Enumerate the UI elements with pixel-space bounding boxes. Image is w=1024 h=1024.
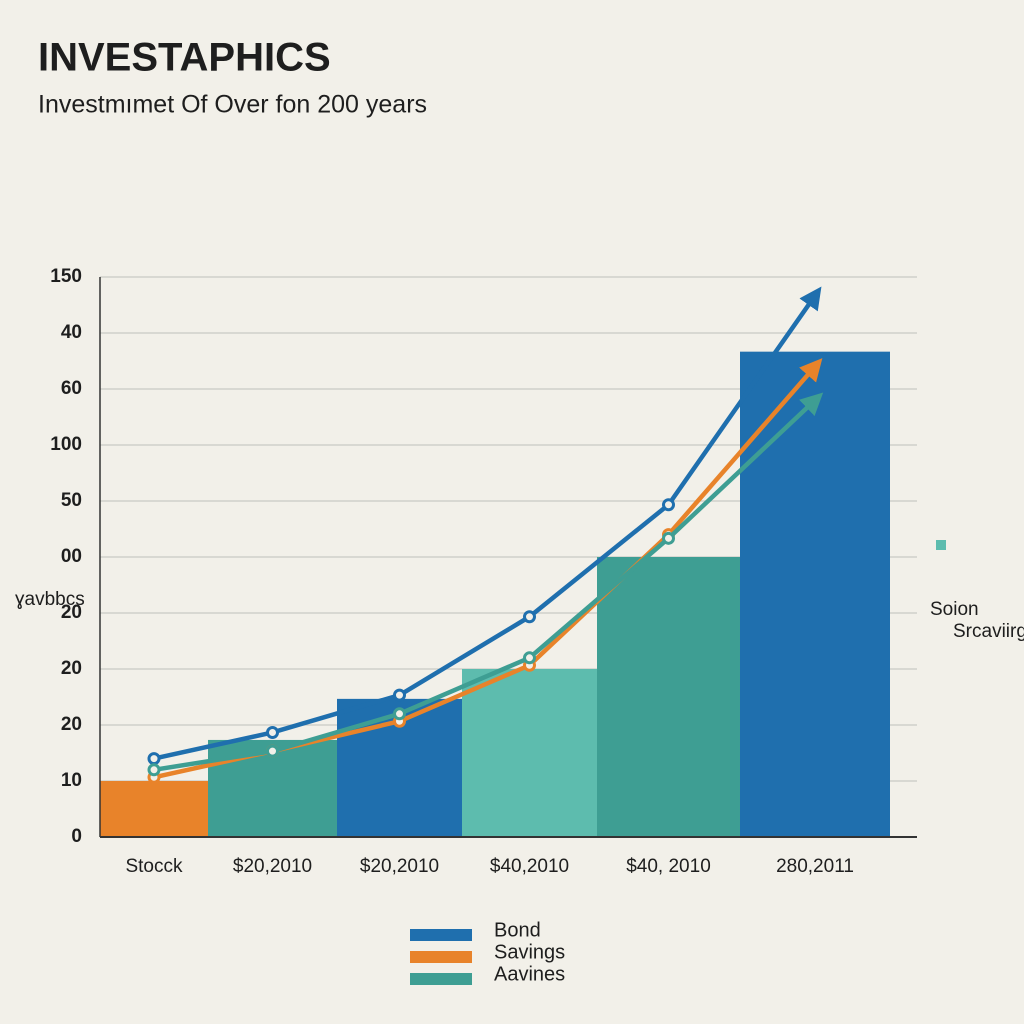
point xyxy=(266,725,279,739)
y-tick-label: 40 xyxy=(61,322,82,343)
series-line xyxy=(153,392,824,773)
point xyxy=(393,688,406,702)
annotation: Soion xyxy=(930,599,979,620)
point xyxy=(147,763,161,777)
legend-label: Aavines xyxy=(494,963,565,985)
point xyxy=(662,531,675,545)
y-axis-label: ɣavbbcs xyxy=(15,589,85,610)
annotation: Srcaviirg xyxy=(953,621,1024,642)
point xyxy=(147,752,161,766)
point xyxy=(266,744,279,758)
y-tick-label: 10 xyxy=(61,770,82,791)
x-tick-label: $20,2010 xyxy=(233,856,312,877)
y-tick-label: 60 xyxy=(61,378,82,399)
y-tick-label: 20 xyxy=(61,714,82,735)
x-tick-label: $40, 2010 xyxy=(626,856,711,877)
point xyxy=(662,498,675,512)
chart-title: INVESTAPHICS xyxy=(38,36,331,80)
y-tick-label: 150 xyxy=(50,266,82,287)
x-tick-label: Stocck xyxy=(125,856,183,877)
bar xyxy=(740,351,890,837)
legend-swatch xyxy=(410,929,472,941)
annotation-swatch xyxy=(936,540,946,550)
y-tick-label: 100 xyxy=(50,434,82,455)
legend-label: Bond xyxy=(494,919,541,941)
bar xyxy=(462,669,597,837)
bar xyxy=(597,557,740,837)
point xyxy=(523,651,536,665)
y-tick-label: 20 xyxy=(61,602,82,623)
x-tick-label: 280,2011 xyxy=(776,856,854,877)
y-tick-label: 20 xyxy=(61,658,82,679)
legend-swatch xyxy=(410,951,472,963)
series-line xyxy=(153,286,822,761)
legend-label: Savings xyxy=(494,941,565,963)
chart-subtitle: Investmımet Of Over fon 200 years xyxy=(38,91,427,119)
x-tick-label: $20,2010 xyxy=(360,856,439,877)
y-tick-label: 50 xyxy=(61,490,82,511)
y-tick-label: 0 xyxy=(71,826,82,847)
x-tick-label: $40,2010 xyxy=(490,856,569,877)
legend-swatch xyxy=(410,973,472,985)
point xyxy=(393,707,406,721)
y-tick-label: 00 xyxy=(61,546,82,567)
bar xyxy=(100,781,208,837)
point xyxy=(523,610,536,624)
